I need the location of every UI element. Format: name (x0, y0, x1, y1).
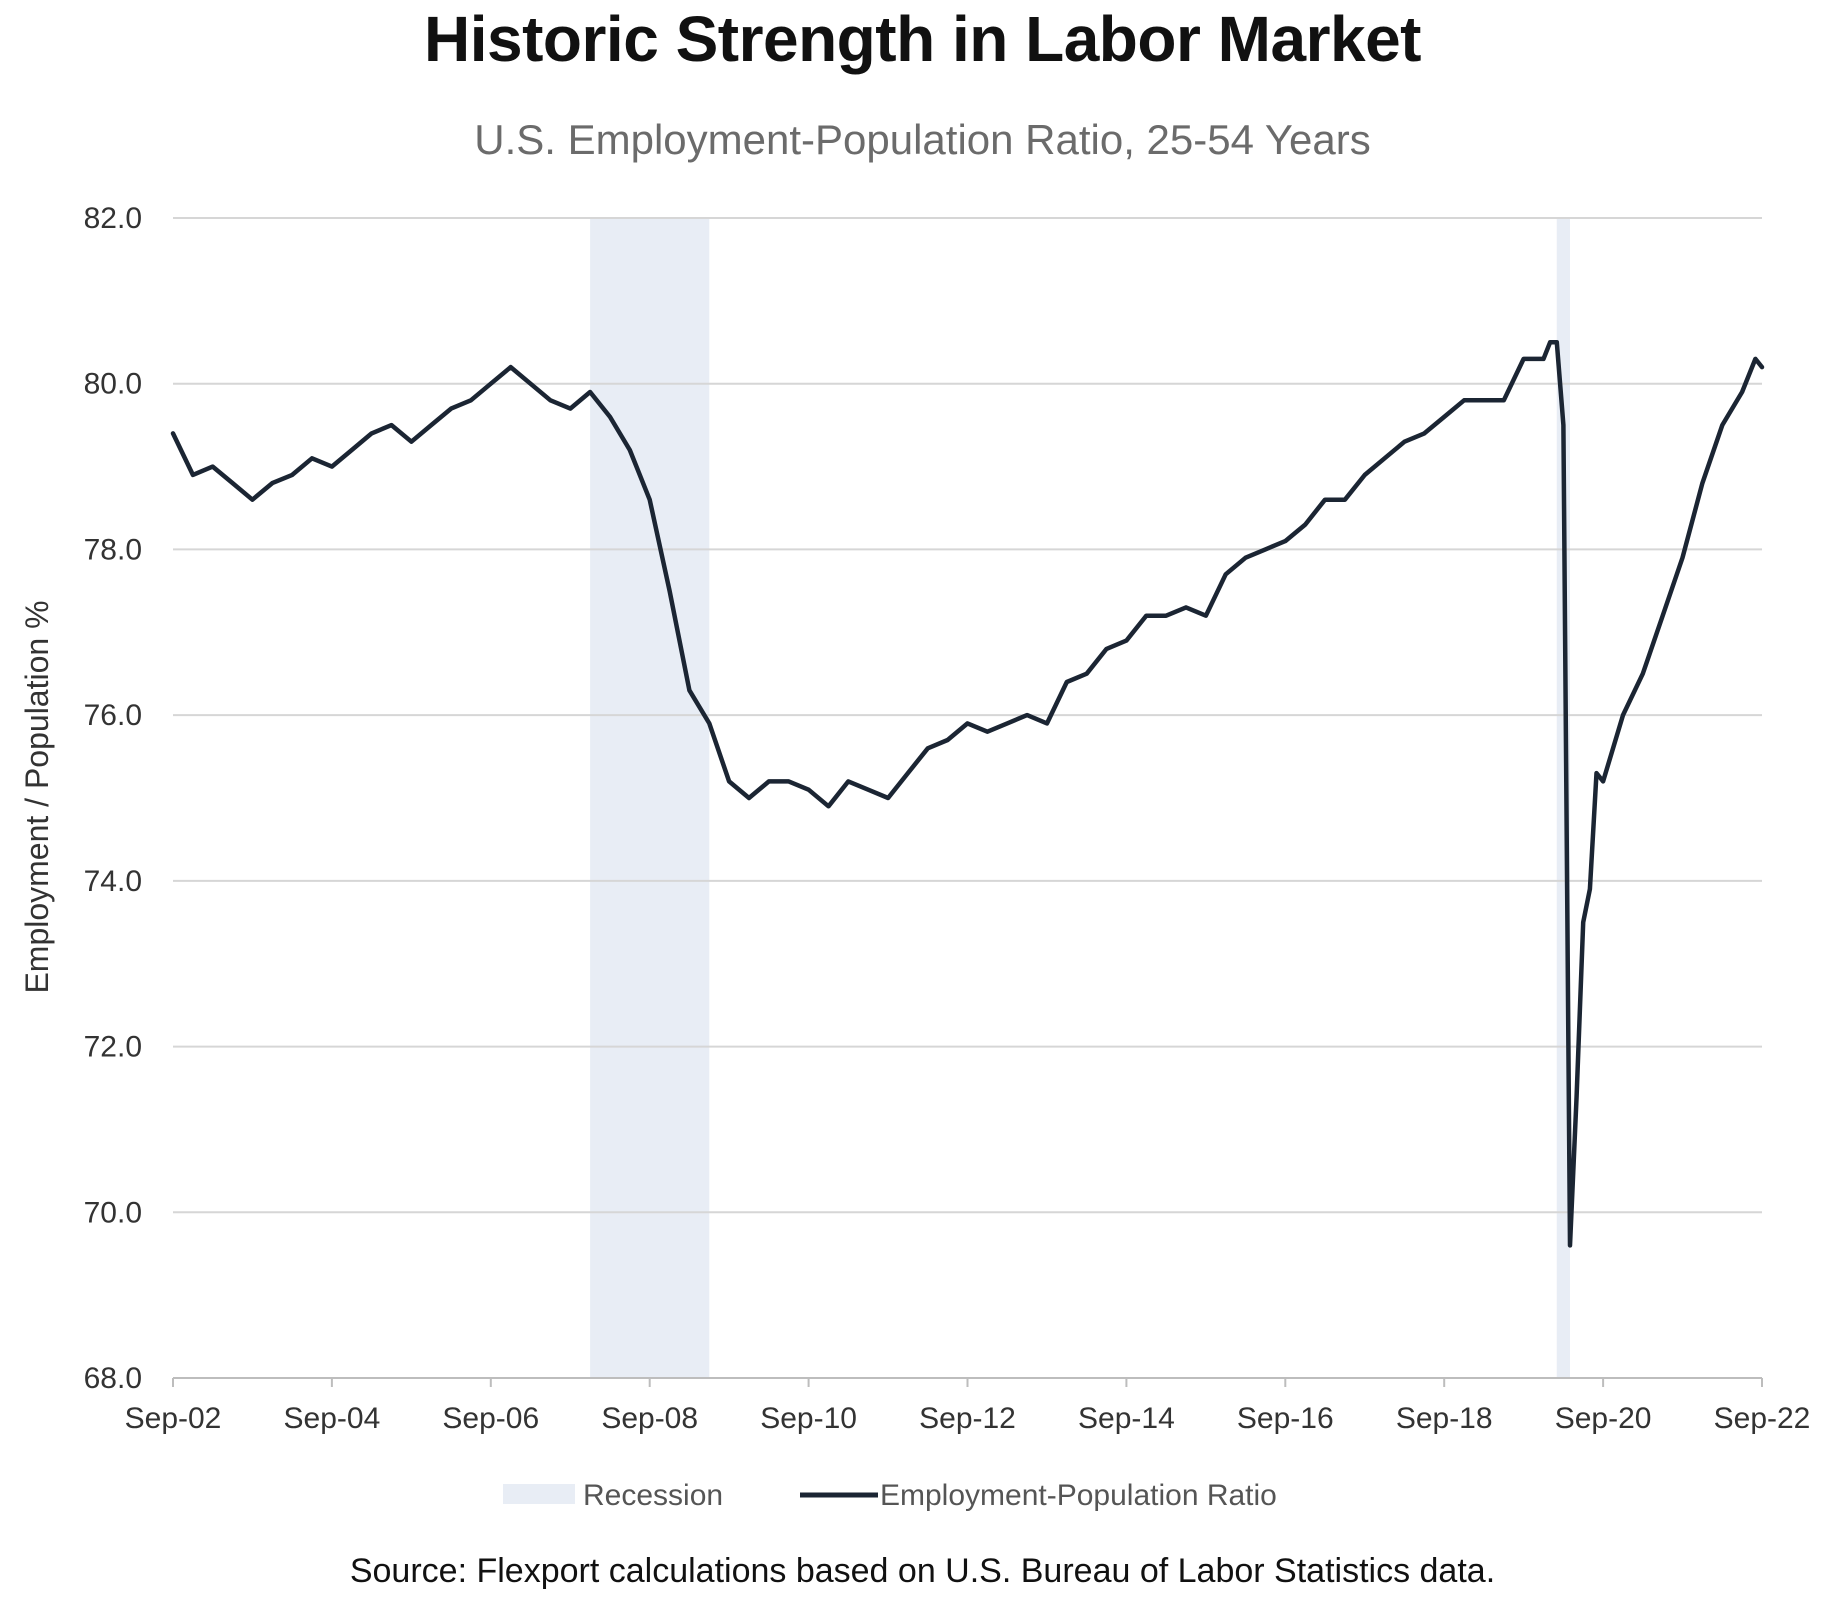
x-tick-label: Sep-04 (284, 1402, 381, 1435)
y-axis-ticks: 68.0 70.0 72.0 74.0 76.0 78.0 80.0 82.0 (84, 202, 142, 1395)
x-tick-label: Sep-12 (919, 1402, 1016, 1435)
chart-title: Historic Strength in Labor Market (424, 3, 1421, 75)
y-tick-label: 82.0 (84, 202, 142, 235)
y-tick-label: 72.0 (84, 1031, 142, 1064)
x-tick-label: Sep-02 (125, 1402, 222, 1435)
legend-recession-swatch (503, 1484, 575, 1504)
y-tick-label: 80.0 (84, 368, 142, 401)
y-tick-label: 70.0 (84, 1196, 142, 1229)
y-tick-label: 76.0 (84, 699, 142, 732)
x-axis-ticks: Sep-02 Sep-04 Sep-06 Sep-08 Sep-10 Sep-12 Sep-… (125, 1378, 1811, 1435)
legend-recession-label: Recession (583, 1479, 723, 1512)
series-line-employment-population-ratio (170, 340, 1765, 1248)
y-tick-label: 68.0 (84, 1362, 142, 1395)
y-tick-label: 74.0 (84, 865, 142, 898)
gridlines (173, 217, 1762, 1214)
chart-subtitle: U.S. Employment-Population Ratio, 25-54 … (474, 116, 1371, 163)
recession-band-1 (590, 218, 710, 1378)
x-tick-label: Sep-18 (1396, 1402, 1493, 1435)
x-tick-label: Sep-20 (1555, 1402, 1652, 1435)
x-tick-label: Sep-08 (601, 1402, 698, 1435)
y-axis-title: Employment / Population % (19, 600, 55, 993)
source-note: Source: Flexport calculations based on U… (349, 1552, 1496, 1590)
series-layer (170, 340, 1765, 1248)
legend-series-label: Employment-Population Ratio (880, 1479, 1277, 1512)
y-tick-label: 78.0 (84, 533, 142, 566)
x-tick-label: Sep-14 (1078, 1402, 1175, 1435)
legend: Recession Employment-Population Ratio (503, 1479, 1277, 1512)
recession-bands (590, 218, 1570, 1378)
x-tick-label: Sep-06 (442, 1402, 539, 1435)
x-tick-label: Sep-16 (1237, 1402, 1334, 1435)
x-tick-label: Sep-10 (760, 1402, 857, 1435)
x-tick-label: Sep-22 (1714, 1402, 1811, 1435)
